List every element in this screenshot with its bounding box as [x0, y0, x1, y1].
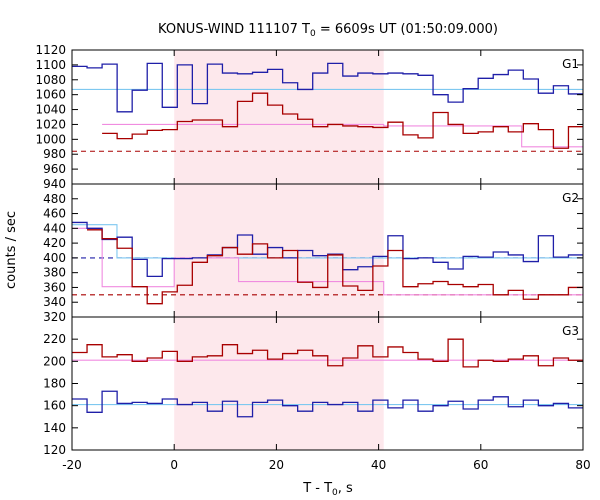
- y-tick-label-g2: 460: [43, 207, 66, 221]
- chart-title: KONUS-WIND 111107 T0 = 6609s UT (01:50:0…: [158, 22, 498, 39]
- y-tick-label-g1: 1000: [35, 132, 66, 146]
- x-tick-label: 40: [371, 458, 386, 472]
- y-tick-label-g3: 120: [43, 443, 66, 457]
- shaded-interval: [174, 50, 384, 450]
- y-tick-label-g3: 180: [43, 377, 66, 391]
- y-tick-label-g2: 440: [43, 221, 66, 235]
- panel-g1: [72, 62, 583, 152]
- y-tick-label-g2: 360: [43, 280, 66, 294]
- x-tick-label: 80: [575, 458, 590, 472]
- y-tick-label-g2: 320: [43, 310, 66, 324]
- y-tick-label-g3: 200: [43, 354, 66, 368]
- y-tick-label-g3: 160: [43, 399, 66, 413]
- y-tick-label-g3: 220: [43, 332, 66, 346]
- series-g1-blue: [72, 62, 583, 113]
- y-tick-label-g2: 340: [43, 295, 66, 309]
- series-g2-red: [87, 229, 583, 305]
- y-tick-label-g1: 960: [43, 162, 66, 176]
- plot-content: [72, 62, 583, 418]
- series-g3-red: [72, 338, 583, 368]
- panel-g2: [72, 221, 583, 305]
- x-tick-label: -20: [62, 458, 82, 472]
- y-tick-label-g1: 940: [43, 177, 66, 191]
- y-tick-label-g2: 400: [43, 251, 66, 265]
- x-tick-label: 20: [269, 458, 284, 472]
- y-tick-label-g1: 1040: [35, 103, 66, 117]
- y-tick-label-g1: 980: [43, 147, 66, 161]
- x-tick-label: 60: [473, 458, 488, 472]
- x-tick-label: 0: [170, 458, 178, 472]
- panel-label-g1: G1: [562, 57, 579, 71]
- y-tick-label-g1: 1020: [35, 117, 66, 131]
- y-tick-label-g2: 480: [43, 192, 66, 206]
- x-axis-label: T - T0, s: [302, 481, 353, 498]
- y-tick-label-g1: 1100: [35, 58, 66, 72]
- series-g1-red: [102, 92, 583, 149]
- y-axis-label: counts / sec: [4, 211, 19, 289]
- y-tick-label-g2: 420: [43, 236, 66, 250]
- y-tick-label-g2: 380: [43, 266, 66, 280]
- panel-g3: [72, 338, 583, 418]
- series-g3-blue: [72, 390, 583, 418]
- y-tick-label-g1: 1120: [35, 43, 66, 57]
- y-tick-label-g3: 140: [43, 421, 66, 435]
- panel-label-g3: G3: [562, 324, 579, 338]
- y-tick-label-g1: 1060: [35, 88, 66, 102]
- panel-label-g2: G2: [562, 191, 579, 205]
- y-tick-label-g1: 1080: [35, 73, 66, 87]
